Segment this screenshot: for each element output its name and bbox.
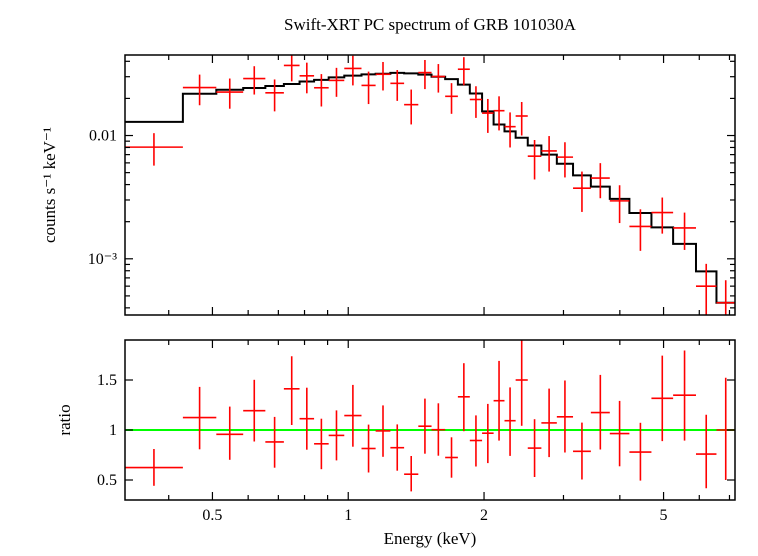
svg-text:1: 1: [344, 507, 352, 524]
y-axis-label-top: counts s⁻¹ keV⁻¹: [40, 127, 59, 243]
spectrum-chart: 0.5 1 2 5 10⁻³ 0.01 0.5 1 1.5 Swift-XRT PC spectr…: [0, 0, 758, 556]
svg-text:2: 2: [480, 507, 488, 524]
chart-container: 0.5 1 2 5 10⁻³ 0.01 0.5 1 1.5 Swift-XRT PC spectr…: [0, 0, 758, 556]
x-axis-label: Energy (keV): [384, 529, 477, 548]
chart-title: Swift-XRT PC spectrum of GRB 101030A: [284, 15, 577, 34]
svg-text:0.5: 0.5: [202, 507, 222, 524]
svg-text:10⁻³: 10⁻³: [88, 251, 117, 268]
svg-text:1: 1: [109, 422, 117, 439]
y-axis-label-bottom: ratio: [55, 404, 74, 435]
svg-text:5: 5: [660, 507, 668, 524]
svg-text:1.5: 1.5: [97, 372, 117, 389]
svg-text:0.5: 0.5: [97, 472, 117, 489]
svg-text:0.01: 0.01: [89, 128, 117, 145]
